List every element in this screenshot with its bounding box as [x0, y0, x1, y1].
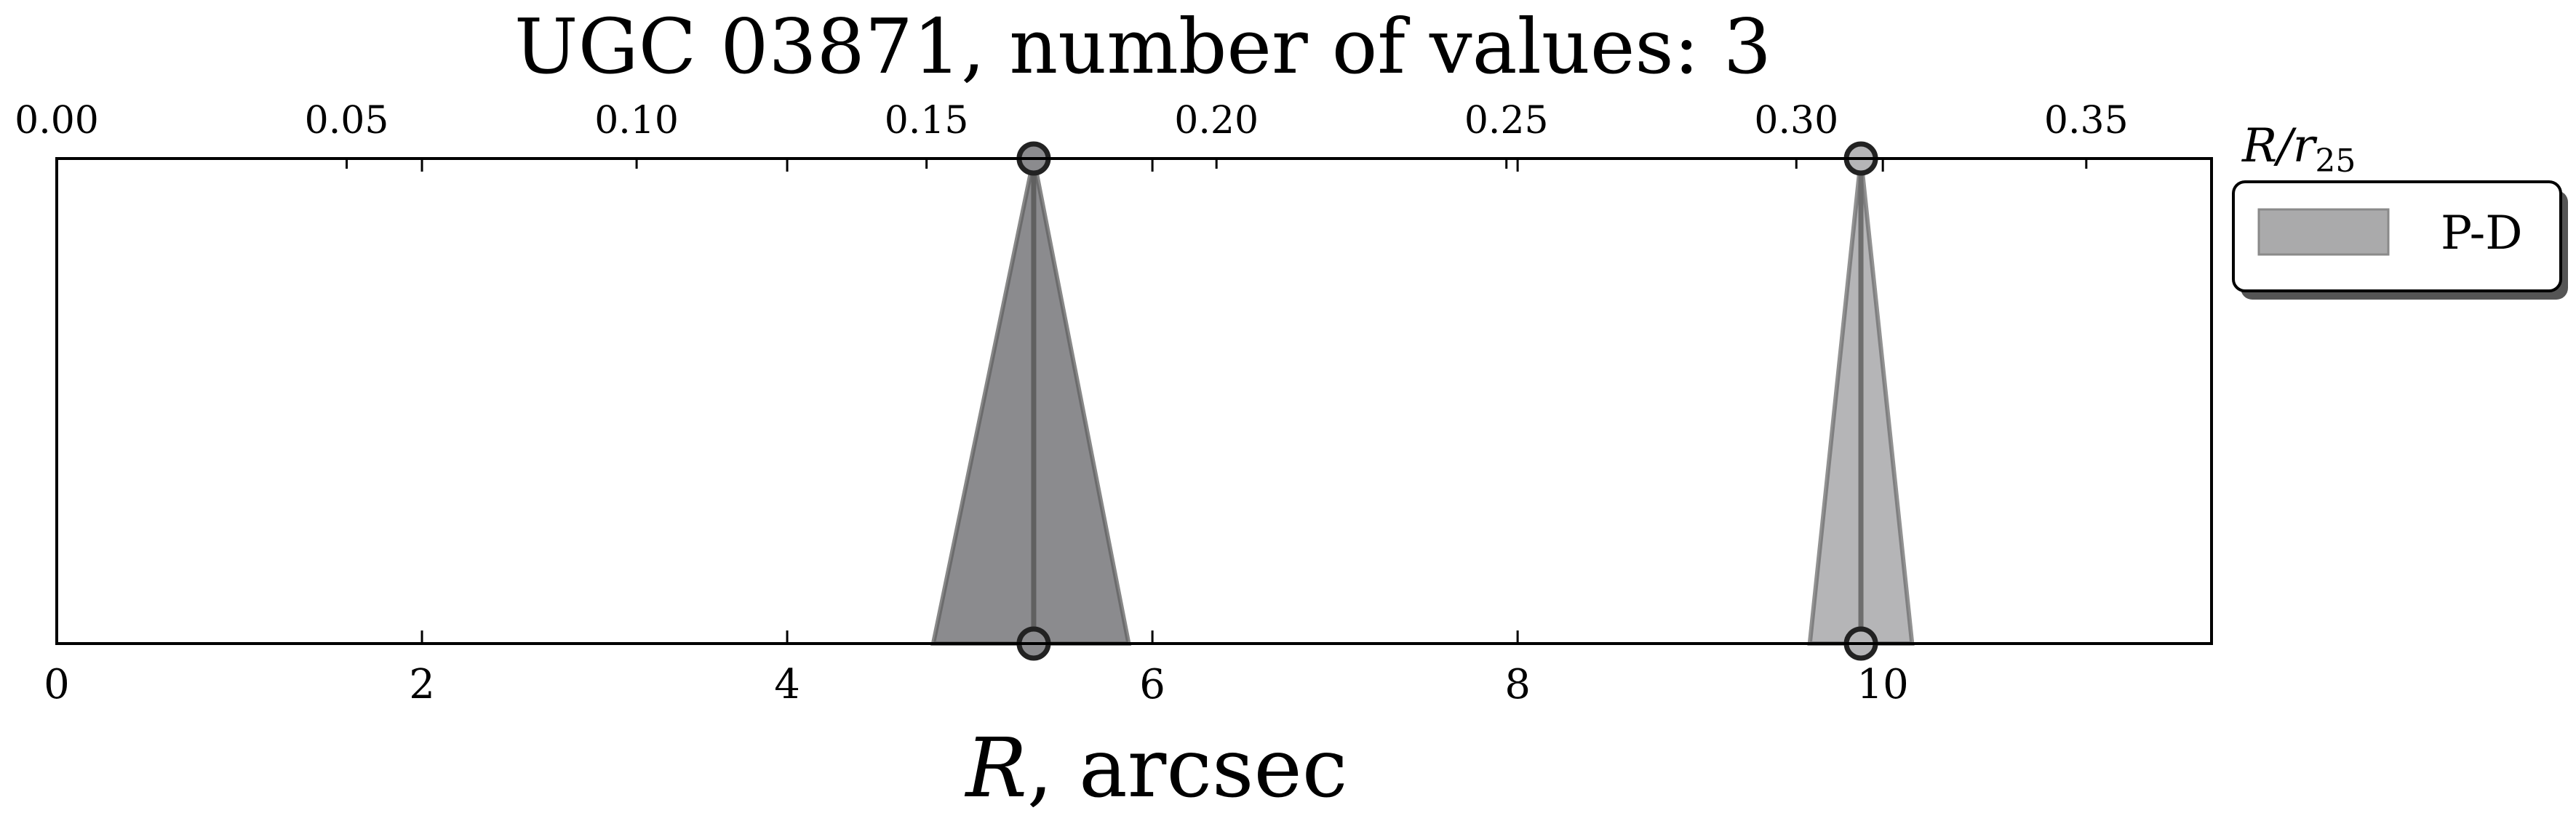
top-tick-label: 0.25 [1464, 99, 1549, 143]
top-axis-label: R/r25 [2241, 119, 2356, 180]
x-axis-label: R, arcsec [964, 721, 1347, 816]
bottom-tick-label: 0 [44, 661, 70, 708]
x-axis-label-unit: , arcsec [1027, 721, 1348, 816]
bottom-tick-label: 2 [409, 661, 435, 708]
chart-title: UGC 03871, number of values: 3 [514, 2, 1771, 91]
series-layer [930, 141, 1915, 661]
bottom-tick-label: 6 [1139, 661, 1165, 708]
legend: P-D [2232, 180, 2568, 300]
top-tick-label: 0.20 [1174, 99, 1259, 143]
top-tick-label: 0.35 [2044, 99, 2129, 143]
top-axis-ticks: 0.00 0.05 0.10 0.15 0.20 0.25 0.30 0.35 [15, 99, 2129, 169]
top-tick-label: 0.15 [885, 99, 969, 143]
top-tick-label: 0.05 [305, 99, 389, 143]
top-tick-label: 0.30 [1754, 99, 1838, 143]
bottom-axis-ticks: 0 2 4 6 8 10 [44, 159, 1909, 708]
top-axis-label-symbol: R/r [2241, 119, 2318, 173]
bottom-tick-label: 4 [774, 661, 800, 708]
bottom-tick-label: 8 [1504, 661, 1531, 708]
series-spike [930, 158, 1132, 646]
bottom-tick-label: 10 [1857, 661, 1909, 708]
legend-label: P-D [2441, 207, 2523, 260]
top-axis-label-subscript: 25 [2315, 143, 2356, 180]
legend-swatch [2257, 208, 2390, 256]
plot-frame [55, 157, 2213, 645]
top-tick-label: 0.00 [15, 99, 99, 143]
x-axis-label-symbol: R [964, 721, 1026, 816]
top-tick-label: 0.10 [594, 99, 679, 143]
